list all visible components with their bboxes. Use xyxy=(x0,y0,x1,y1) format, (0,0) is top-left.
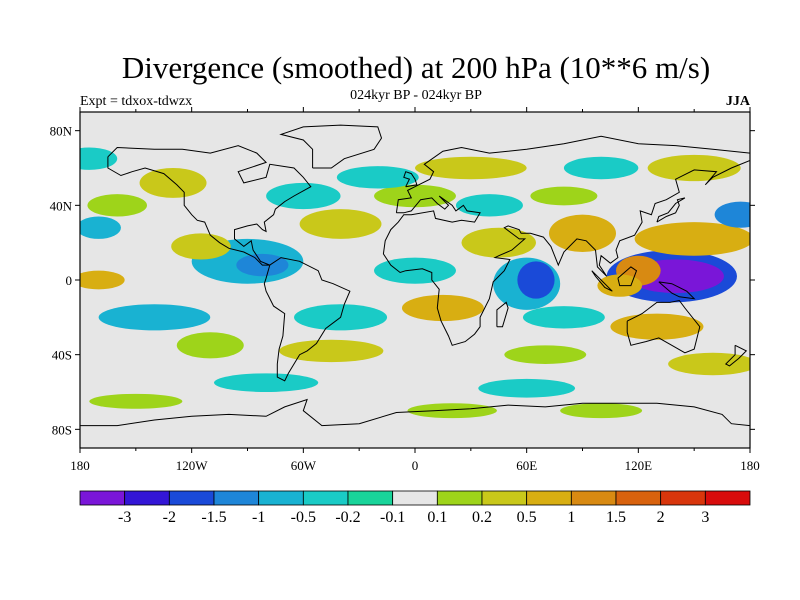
coastline-new-guinea xyxy=(658,281,696,300)
colorbar-label: 0.5 xyxy=(517,509,537,526)
colorbar-label: -2 xyxy=(163,509,176,526)
y-tick-label: 80S xyxy=(52,422,72,437)
coastline-britain xyxy=(403,171,418,188)
field-blob xyxy=(668,352,750,376)
field-blob xyxy=(522,306,605,329)
field-blob xyxy=(299,209,382,239)
map-title: Divergence (smoothed) at 200 hPa (10**6 … xyxy=(121,50,711,85)
field-blob xyxy=(171,233,231,260)
coastline-japan xyxy=(656,197,686,223)
x-tick-label: 0 xyxy=(412,458,419,473)
field-blob xyxy=(336,166,419,189)
colorbar-label: -1 xyxy=(252,509,265,526)
experiment-label: Expt = tdxox-tdwzx xyxy=(80,94,193,109)
colorbar-label: 0.1 xyxy=(427,509,447,526)
colorbar: -3 -2 -1.5 -1 -0.5 -0.2 -0.1 0.1 0.2 0.5 1 1.5 2 3 xyxy=(79,490,751,526)
colorbar-swatch xyxy=(704,490,751,506)
colorbar-swatch xyxy=(436,490,483,506)
field-blob xyxy=(461,227,536,258)
field-blob xyxy=(176,332,244,359)
season-label: JJA xyxy=(725,94,750,109)
field-blob xyxy=(455,194,523,217)
colorbar-swatch xyxy=(347,490,394,506)
colorbar-swatch xyxy=(526,490,572,506)
colorbar-label: 1 xyxy=(567,509,575,526)
field-blob xyxy=(530,186,598,206)
field-blob xyxy=(87,194,147,217)
field-blob xyxy=(714,201,750,228)
map-subtitle: 024kyr BP - 024kyr BP xyxy=(350,88,482,103)
field-blob xyxy=(374,257,456,284)
y-tick-label: 80N xyxy=(50,124,73,139)
colorbar-swatch xyxy=(392,490,438,506)
coastline-madagascar xyxy=(496,301,509,328)
field-blob xyxy=(266,182,341,210)
field-blob xyxy=(98,304,211,331)
colorbar-swatch xyxy=(570,490,617,506)
colorbar-swatch xyxy=(213,490,260,506)
field-blob xyxy=(89,393,183,409)
field-blob xyxy=(401,294,484,322)
colorbar-swatch xyxy=(660,490,706,506)
coastline-north-america xyxy=(107,145,312,266)
colorbar-swatch xyxy=(481,490,528,506)
field-blob xyxy=(647,154,741,182)
colorbar-label: 0.2 xyxy=(472,509,492,526)
field-blob xyxy=(549,214,616,252)
field-blob xyxy=(517,261,555,299)
colorbar-label: -1.5 xyxy=(201,509,226,526)
colorbar-label: -0.5 xyxy=(291,509,316,526)
colorbar-swatch xyxy=(258,490,304,506)
y-axis-ticks: 80N 40N 0 40S 80S xyxy=(50,124,755,437)
colorbar-swatch xyxy=(302,490,349,506)
field-blob xyxy=(80,147,118,170)
x-tick-label: 60W xyxy=(291,458,317,473)
x-tick-label: 180 xyxy=(740,458,760,473)
colorbar-label: -0.2 xyxy=(335,509,360,526)
field-blob xyxy=(279,339,384,363)
coastline-south-america xyxy=(263,257,351,382)
field-blob xyxy=(80,216,121,239)
colorbar-label: -0.1 xyxy=(380,509,405,526)
x-tick-label: 60E xyxy=(516,458,537,473)
field-blob xyxy=(504,345,587,364)
y-tick-label: 40S xyxy=(52,348,72,363)
field-blob xyxy=(563,156,639,180)
coastline-antarctica xyxy=(80,398,750,427)
x-tick-label: 120W xyxy=(176,458,209,473)
coastlines xyxy=(80,124,750,427)
colorbar-swatch xyxy=(168,490,215,506)
coastline-borneo xyxy=(617,266,638,287)
coastline-indonesia xyxy=(591,270,613,292)
colorbar-swatch xyxy=(615,490,662,506)
coastline-australia xyxy=(626,299,701,354)
y-tick-label: 40N xyxy=(50,198,73,213)
field-blob xyxy=(80,270,125,290)
field-blob xyxy=(139,168,207,198)
colorbar-label: -3 xyxy=(118,509,131,526)
x-axis-ticks: 180 120W 60W 0 60E 120E 180 xyxy=(70,107,760,473)
x-tick-label: 180 xyxy=(70,458,90,473)
coastline-greenland xyxy=(279,124,383,169)
colorbar-label: 2 xyxy=(657,509,665,526)
y-tick-label: 0 xyxy=(66,273,73,288)
colorbar-label: 3 xyxy=(701,509,709,526)
field-blob xyxy=(478,378,576,398)
coastline-new-zealand xyxy=(724,344,748,367)
field-blob xyxy=(214,373,319,392)
coastline-eurasia-africa xyxy=(382,135,750,346)
x-tick-label: 120E xyxy=(625,458,653,473)
field-blob xyxy=(610,313,704,340)
colorbar-swatch xyxy=(124,490,170,506)
colorbar-label: 1.5 xyxy=(606,509,626,526)
colorbar-swatch xyxy=(79,490,126,506)
field-blob xyxy=(407,403,497,419)
field-blob xyxy=(415,156,527,180)
field-blob xyxy=(634,222,750,256)
field-blob xyxy=(560,403,643,419)
